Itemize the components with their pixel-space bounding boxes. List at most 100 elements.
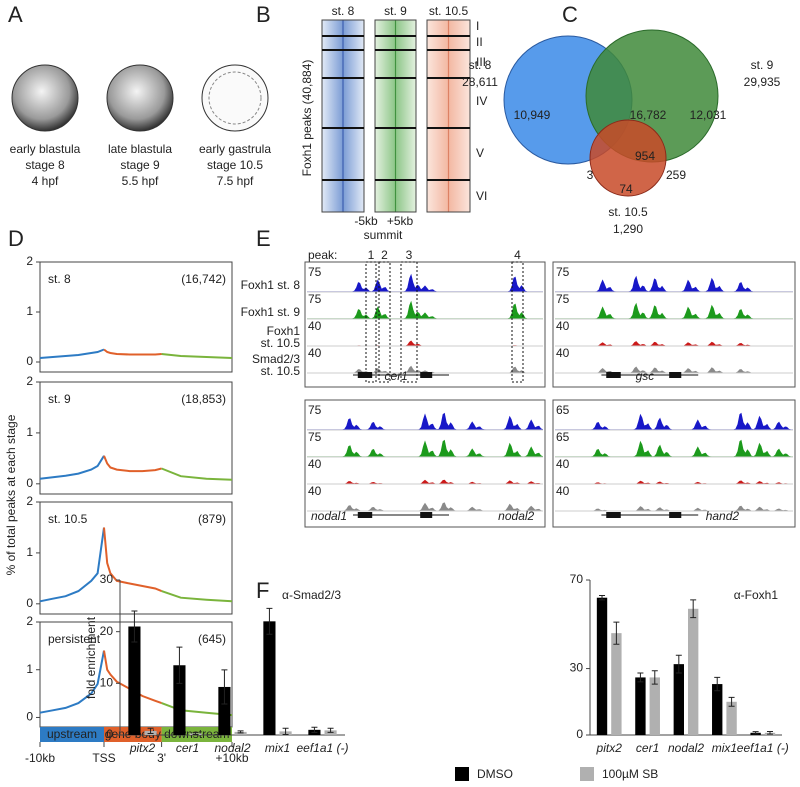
chart-title: α-Foxh1 <box>734 588 779 602</box>
peak-number: 3 <box>406 248 413 262</box>
error-bar <box>266 607 273 635</box>
region-count: 954 <box>635 149 655 163</box>
error-bar <box>176 646 183 684</box>
x-tick-label: pitx2 <box>596 741 623 755</box>
signal-track <box>307 439 543 457</box>
error-bar <box>766 730 773 735</box>
error-bar <box>714 676 721 692</box>
track-scale: 40 <box>308 484 322 498</box>
error-bar <box>147 727 154 734</box>
track-label: st. 10.5 <box>261 364 301 378</box>
signal-track <box>307 412 543 430</box>
panel-letter: E <box>256 226 271 251</box>
embryo-label: late blastula <box>108 142 172 156</box>
heatmap <box>374 19 417 213</box>
exon <box>669 372 682 378</box>
axis-label: -5kb <box>354 214 378 228</box>
bar <box>218 686 231 735</box>
column-label: st. 10.5 <box>429 4 469 18</box>
track-scale: 65 <box>556 430 570 444</box>
exon <box>606 512 621 518</box>
track-scale: 40 <box>308 346 322 360</box>
y-tick-label: 30 <box>100 572 114 586</box>
peak-count: (18,853) <box>181 392 226 406</box>
signal-track <box>555 366 793 373</box>
y-tick-label: 20 <box>100 624 114 638</box>
chart-title: α-Smad2/3 <box>282 588 341 602</box>
error-bar <box>690 599 697 619</box>
exon <box>606 372 621 378</box>
gene-label: gsc <box>636 369 655 383</box>
error-bar <box>599 595 606 601</box>
gene-label: nodal2 <box>498 509 534 523</box>
y-tick-label: 2 <box>26 254 33 268</box>
set-name: st. 8 <box>469 58 492 72</box>
peak-number: 4 <box>514 248 521 262</box>
legend-label: 100µM SB <box>602 767 658 781</box>
peak-count: (879) <box>198 512 226 526</box>
axis-label: summit <box>364 228 403 242</box>
error-bar <box>131 610 138 643</box>
track-scale: 75 <box>308 292 322 306</box>
peak-box <box>511 261 524 383</box>
heatmap <box>426 19 471 213</box>
exon <box>357 512 373 518</box>
x-tick-label: mix1 <box>265 741 290 755</box>
embryo-label: 4 hpf <box>32 174 59 188</box>
set-total: 29,935 <box>744 75 781 89</box>
bar <box>234 731 247 735</box>
bar <box>712 684 723 735</box>
cluster-label: II <box>476 35 483 49</box>
y-tick-label: 1 <box>26 304 33 318</box>
bar <box>649 677 660 735</box>
error-bar <box>327 727 334 733</box>
bar <box>726 701 737 735</box>
x-tick-label: nodal2 <box>214 741 250 755</box>
error-bar <box>237 730 244 734</box>
cluster-label: I <box>476 19 479 33</box>
x-tick-label: eef1a1 (-) <box>296 741 348 755</box>
track-scale: 40 <box>556 319 570 333</box>
legend-swatch <box>580 767 594 781</box>
x-tick-label: cer1 <box>176 741 199 755</box>
set-total: 28,611 <box>462 75 498 89</box>
signal-track <box>307 300 543 319</box>
y-tick-label: 1 <box>26 545 33 559</box>
cluster-label: V <box>476 146 484 160</box>
error-bar <box>651 670 658 685</box>
heatmap <box>321 19 365 213</box>
error-bar <box>221 669 228 705</box>
column-label: st. 8 <box>332 4 355 18</box>
profile-line <box>39 650 105 714</box>
cluster-label: VI <box>476 189 487 203</box>
signal-track <box>555 505 793 511</box>
panel-letter: C <box>562 2 578 27</box>
peak-box <box>400 261 418 383</box>
panel-title: st. 9 <box>48 392 71 406</box>
signal-track <box>307 502 543 511</box>
x-tick-label: eef1a1 (-) <box>737 741 789 755</box>
track-scale: 75 <box>556 265 570 279</box>
track-scale: 40 <box>556 484 570 498</box>
browser-panel <box>552 399 796 528</box>
profile-line <box>39 527 105 603</box>
track-scale: 75 <box>308 403 322 417</box>
axis-label: +5kb <box>387 214 414 228</box>
y-tick-label: 0 <box>26 354 33 368</box>
peak-label: peak: <box>308 248 337 262</box>
peak-box <box>378 261 391 383</box>
signal-track <box>555 439 793 457</box>
signal-track <box>555 412 793 430</box>
y-axis-label: Foxh1 peaks (40,884) <box>300 60 314 177</box>
set-name: st. 9 <box>751 58 774 72</box>
profile-line <box>103 455 162 473</box>
y-tick-label: 10 <box>100 676 114 690</box>
error-bar <box>752 731 759 735</box>
track-scale: 40 <box>556 346 570 360</box>
y-tick-label: 0 <box>26 710 33 724</box>
venn-set <box>589 119 667 197</box>
bar <box>128 626 141 735</box>
y-tick-label: 30 <box>570 661 584 675</box>
y-tick-label: 0 <box>26 476 33 490</box>
